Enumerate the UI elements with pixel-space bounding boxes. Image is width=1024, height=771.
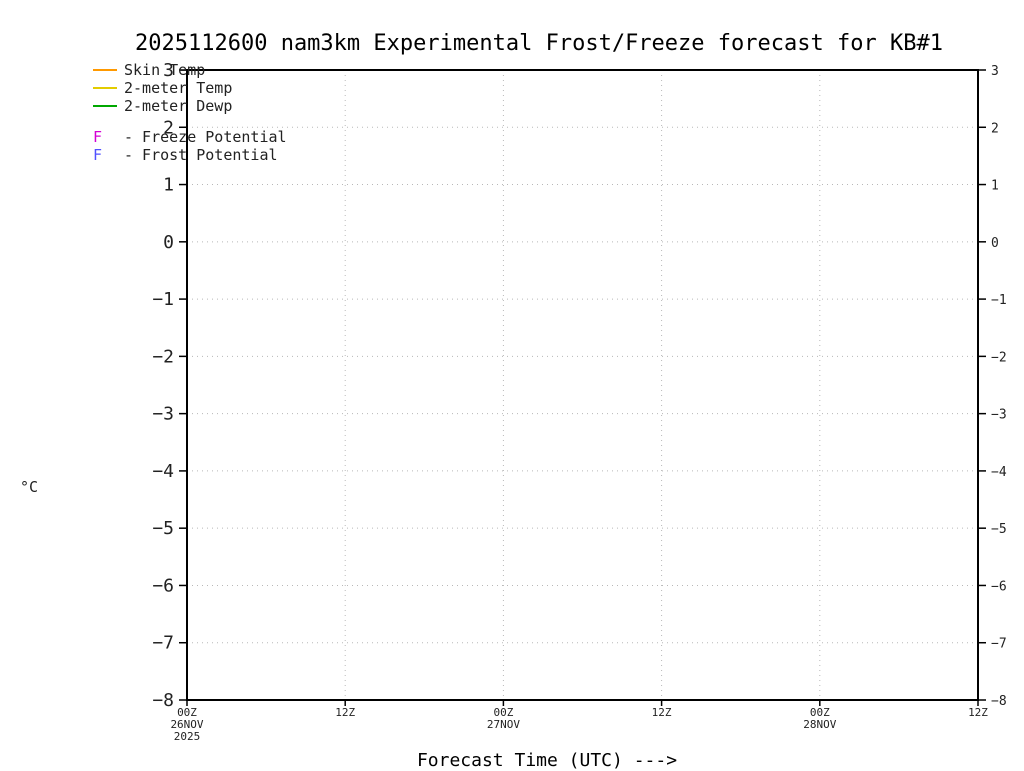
x-tick-label: 12Z bbox=[335, 706, 355, 719]
y-tick-label-left: 0 bbox=[163, 232, 174, 253]
x-tick-sublabel: 28NOV bbox=[803, 718, 836, 731]
y-tick-label-left: −5 bbox=[152, 518, 174, 539]
x-tick-label: 00Z bbox=[177, 706, 197, 719]
y-axis-unit-label: °C bbox=[20, 478, 39, 496]
legend: Skin Temp 2-meter Temp 2-meter Dewp F - Free… bbox=[93, 61, 287, 164]
y-tick-label-left: −8 bbox=[152, 690, 174, 711]
y-tick-label-right: −3 bbox=[991, 408, 1007, 423]
x-tick-sublabel: 26NOV bbox=[170, 718, 203, 731]
legend-item-label: 2-meter Temp bbox=[124, 79, 233, 97]
potential-symbol: F bbox=[93, 146, 103, 164]
potential-symbol: F bbox=[93, 128, 103, 146]
y-tick-label-left: 1 bbox=[163, 175, 174, 196]
y-tick-label-right: −8 bbox=[991, 694, 1007, 709]
y-tick-label-right: −2 bbox=[991, 350, 1007, 365]
chart-title: 2025112600 nam3km Experimental Frost/Fre… bbox=[135, 31, 943, 56]
legend-item-label: Skin Temp bbox=[124, 61, 206, 79]
y-tick-label-left: 3 bbox=[163, 60, 174, 81]
x-tick-sublabel: 27NOV bbox=[487, 718, 520, 731]
y-tick-label-right: −1 bbox=[991, 293, 1007, 308]
x-tick-label: 00Z bbox=[810, 706, 830, 719]
y-tick-label-left: −2 bbox=[152, 346, 174, 367]
x-tick-sublabel: 2025 bbox=[174, 730, 201, 743]
legend-item-label: 2-meter Dewp bbox=[124, 97, 233, 115]
y-tick-label-right: 2 bbox=[991, 121, 999, 136]
y-tick-label-left: −1 bbox=[152, 289, 174, 310]
x-tick-label: 00Z bbox=[493, 706, 513, 719]
y-tick-label-right: −7 bbox=[991, 637, 1007, 652]
y-tick-label-left: −7 bbox=[152, 633, 174, 654]
plot-border bbox=[186, 69, 979, 701]
legend-item: F - Frost Potential bbox=[93, 146, 287, 164]
legend-line-swatch bbox=[93, 105, 117, 107]
legend-item-label: - Frost Potential bbox=[124, 146, 278, 164]
x-tick-label: 12Z bbox=[652, 706, 672, 719]
y-tick-label-right: 1 bbox=[991, 179, 999, 194]
legend-line-swatch bbox=[93, 69, 117, 71]
y-tick-label-left: −4 bbox=[152, 461, 174, 482]
y-tick-label-right: −6 bbox=[991, 579, 1007, 594]
legend-gap bbox=[93, 115, 287, 128]
legend-item: 2-meter Dewp bbox=[93, 97, 287, 115]
x-tick-label: 12Z bbox=[968, 706, 988, 719]
legend-item: 2-meter Temp bbox=[93, 79, 287, 97]
y-tick-label-left: −6 bbox=[152, 575, 174, 596]
legend-item: Skin Temp bbox=[93, 61, 287, 79]
legend-item-label: - Freeze Potential bbox=[124, 128, 287, 146]
y-tick-label-left: 2 bbox=[163, 117, 174, 138]
y-tick-label-right: 3 bbox=[991, 64, 999, 79]
y-tick-label-right: −4 bbox=[991, 465, 1007, 480]
legend-line-swatch bbox=[93, 87, 117, 89]
legend-item: F - Freeze Potential bbox=[93, 128, 287, 146]
y-tick-label-right: 0 bbox=[991, 236, 999, 251]
y-tick-label-left: −3 bbox=[152, 404, 174, 425]
x-axis-label: Forecast Time (UTC) ---> bbox=[416, 750, 678, 771]
y-tick-label-right: −5 bbox=[991, 522, 1007, 537]
